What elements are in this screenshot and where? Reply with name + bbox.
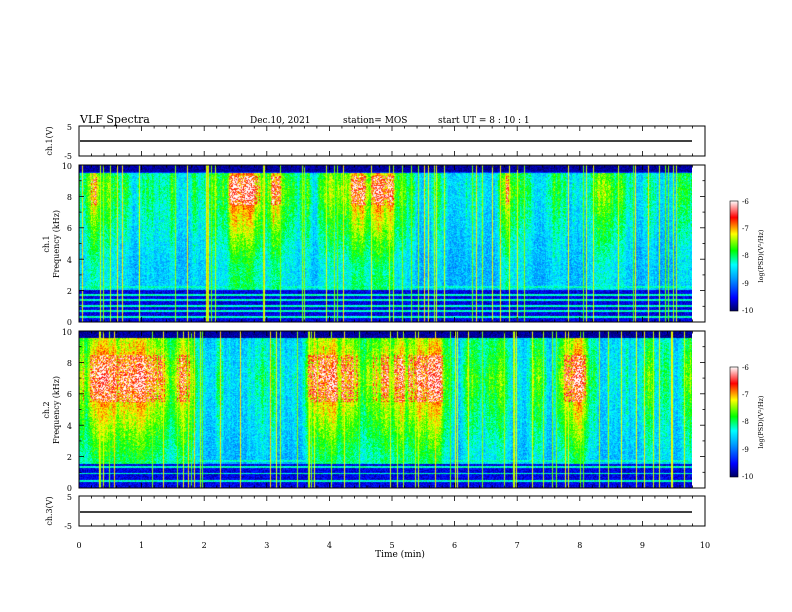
- ch1-ytick-10: 10: [62, 162, 72, 171]
- ch2-spec-ylabel-freq: Frequency (kHz): [52, 376, 61, 444]
- ch1-ytick-0: 0: [67, 318, 72, 327]
- ch1-wave-ytick-top: 5: [67, 123, 72, 132]
- station-label: station= MOS: [343, 116, 407, 126]
- colorbar-ch1: -6 -7 -8 -9 -10 log(PSD)(V²/Hz): [729, 198, 765, 315]
- ch2-ytick-0: 0: [67, 484, 72, 493]
- x-tick-label-1: 1: [139, 541, 144, 550]
- cbar2-tick-4: -9: [742, 446, 749, 454]
- ch2-spec-yticks: 10 8 6 4 2 0: [62, 328, 72, 493]
- cbar2-tick-2: -7: [742, 391, 749, 399]
- x-tick-label-9: 9: [640, 541, 645, 550]
- colorbar-ch2: -6 -7 -8 -9 -10 log(PSD)(V²/Hz): [729, 364, 765, 481]
- x-tick-label-2: 2: [202, 541, 207, 550]
- spectrogram-ch1-image: [79, 165, 692, 322]
- cbar2-tick-top: -6: [742, 364, 749, 372]
- cbar1-label: log(PSD)(V²/Hz): [757, 229, 765, 282]
- x-tick-label-3: 3: [264, 541, 269, 550]
- x-tick-labels: 0 1 2 3 4 5 6 7 8 9 10: [76, 541, 710, 550]
- cbar2-tick-bottom: -10: [742, 473, 753, 481]
- ch1-spec-yticks: 10 8 6 4 2 0: [62, 162, 72, 327]
- ch2-ytick-10: 10: [62, 328, 72, 337]
- x-tick-label-5: 5: [389, 541, 394, 550]
- ch3-wave-ytick-top: 5: [67, 493, 72, 502]
- spectrogram-ch1: [79, 165, 692, 322]
- ch1-ytick-6: 6: [67, 224, 72, 233]
- ch3-wave-ytick-bottom: -5: [64, 522, 72, 531]
- x-tick-label-0: 0: [76, 541, 81, 550]
- ch1-spec-ylabel-ch: ch.1: [42, 235, 51, 252]
- x-tick-label-7: 7: [515, 541, 520, 550]
- x-tick-label-8: 8: [577, 541, 582, 550]
- ch1-ytick-4: 4: [67, 256, 72, 265]
- cbar1-tick-4: -9: [742, 280, 749, 288]
- start-time-label: start UT = 8 : 10 : 1: [438, 116, 530, 126]
- x-tick-label-6: 6: [452, 541, 457, 550]
- cbar1-tick-bottom: -10: [742, 307, 753, 315]
- cbar2-tick-3: -8: [742, 418, 749, 426]
- ch1-wave-ytick-bottom: -5: [64, 152, 72, 161]
- ch3-wave-ylabel: ch.3(V): [45, 496, 54, 525]
- date-label: Dec.10, 2021: [250, 116, 311, 126]
- ch2-ytick-4: 4: [67, 422, 72, 431]
- ch1-ytick-2: 2: [67, 287, 72, 296]
- x-axis-label: Time (min): [375, 549, 425, 560]
- ch1-spec-ylabel-freq: Frequency (kHz): [52, 210, 61, 278]
- ch1-wave-ylabel: ch.1(V): [45, 126, 54, 155]
- x-tick-label-10: 10: [700, 541, 710, 550]
- cbar1-tick-2: -7: [742, 225, 749, 233]
- spectrogram-ch2-image: [79, 331, 692, 488]
- ch2-ytick-6: 6: [67, 390, 72, 399]
- x-tick-label-4: 4: [327, 541, 332, 550]
- ch2-ytick-8: 8: [67, 359, 72, 368]
- ch2-spec-ylabel-ch: ch.2: [42, 401, 51, 418]
- spectrogram-ch2: [79, 331, 692, 488]
- axis-ticks: [78, 126, 706, 526]
- cbar1-tick-top: -6: [742, 198, 749, 206]
- ch1-ytick-8: 8: [67, 193, 72, 202]
- figure-title: VLF Spectra: [79, 113, 150, 126]
- ch2-ytick-2: 2: [67, 453, 72, 462]
- cbar2-label: log(PSD)(V²/Hz): [757, 395, 765, 448]
- cbar1-tick-3: -8: [742, 252, 749, 260]
